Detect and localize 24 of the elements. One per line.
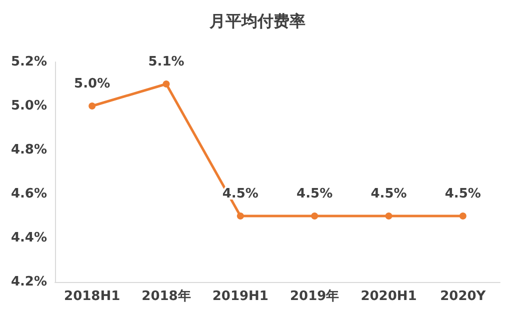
point bbox=[88, 102, 96, 110]
data-label: 4.5% bbox=[296, 186, 333, 202]
x-tick-label: 2020Y bbox=[440, 289, 486, 304]
x-tick-label: 2019H1 bbox=[212, 289, 268, 304]
data-label: 5.0% bbox=[74, 76, 110, 92]
data-label: 4.5% bbox=[444, 186, 481, 202]
y-tick-label: 4.8% bbox=[10, 142, 47, 158]
data-label: 4.5% bbox=[370, 186, 407, 202]
y-tick-label: 4.6% bbox=[10, 186, 47, 202]
data-label: 5.1% bbox=[148, 54, 184, 70]
x-tick-label: 2018年 bbox=[142, 289, 191, 304]
y-tick-label: 5.2% bbox=[10, 54, 47, 70]
chart-title: 月平均付费率 bbox=[208, 12, 306, 30]
y-tick-label: 4.4% bbox=[10, 230, 47, 246]
x-tick-label: 2019年 bbox=[290, 289, 340, 304]
point bbox=[385, 212, 392, 220]
point bbox=[311, 212, 318, 220]
x-tick-label: 2020H1 bbox=[360, 289, 417, 304]
x-tick-label: 2018H1 bbox=[64, 289, 120, 304]
y-tick-label: 5.0% bbox=[10, 98, 47, 114]
point bbox=[459, 212, 466, 220]
point bbox=[236, 212, 244, 220]
y-tick-label: 4.2% bbox=[10, 274, 47, 290]
point bbox=[162, 80, 170, 88]
